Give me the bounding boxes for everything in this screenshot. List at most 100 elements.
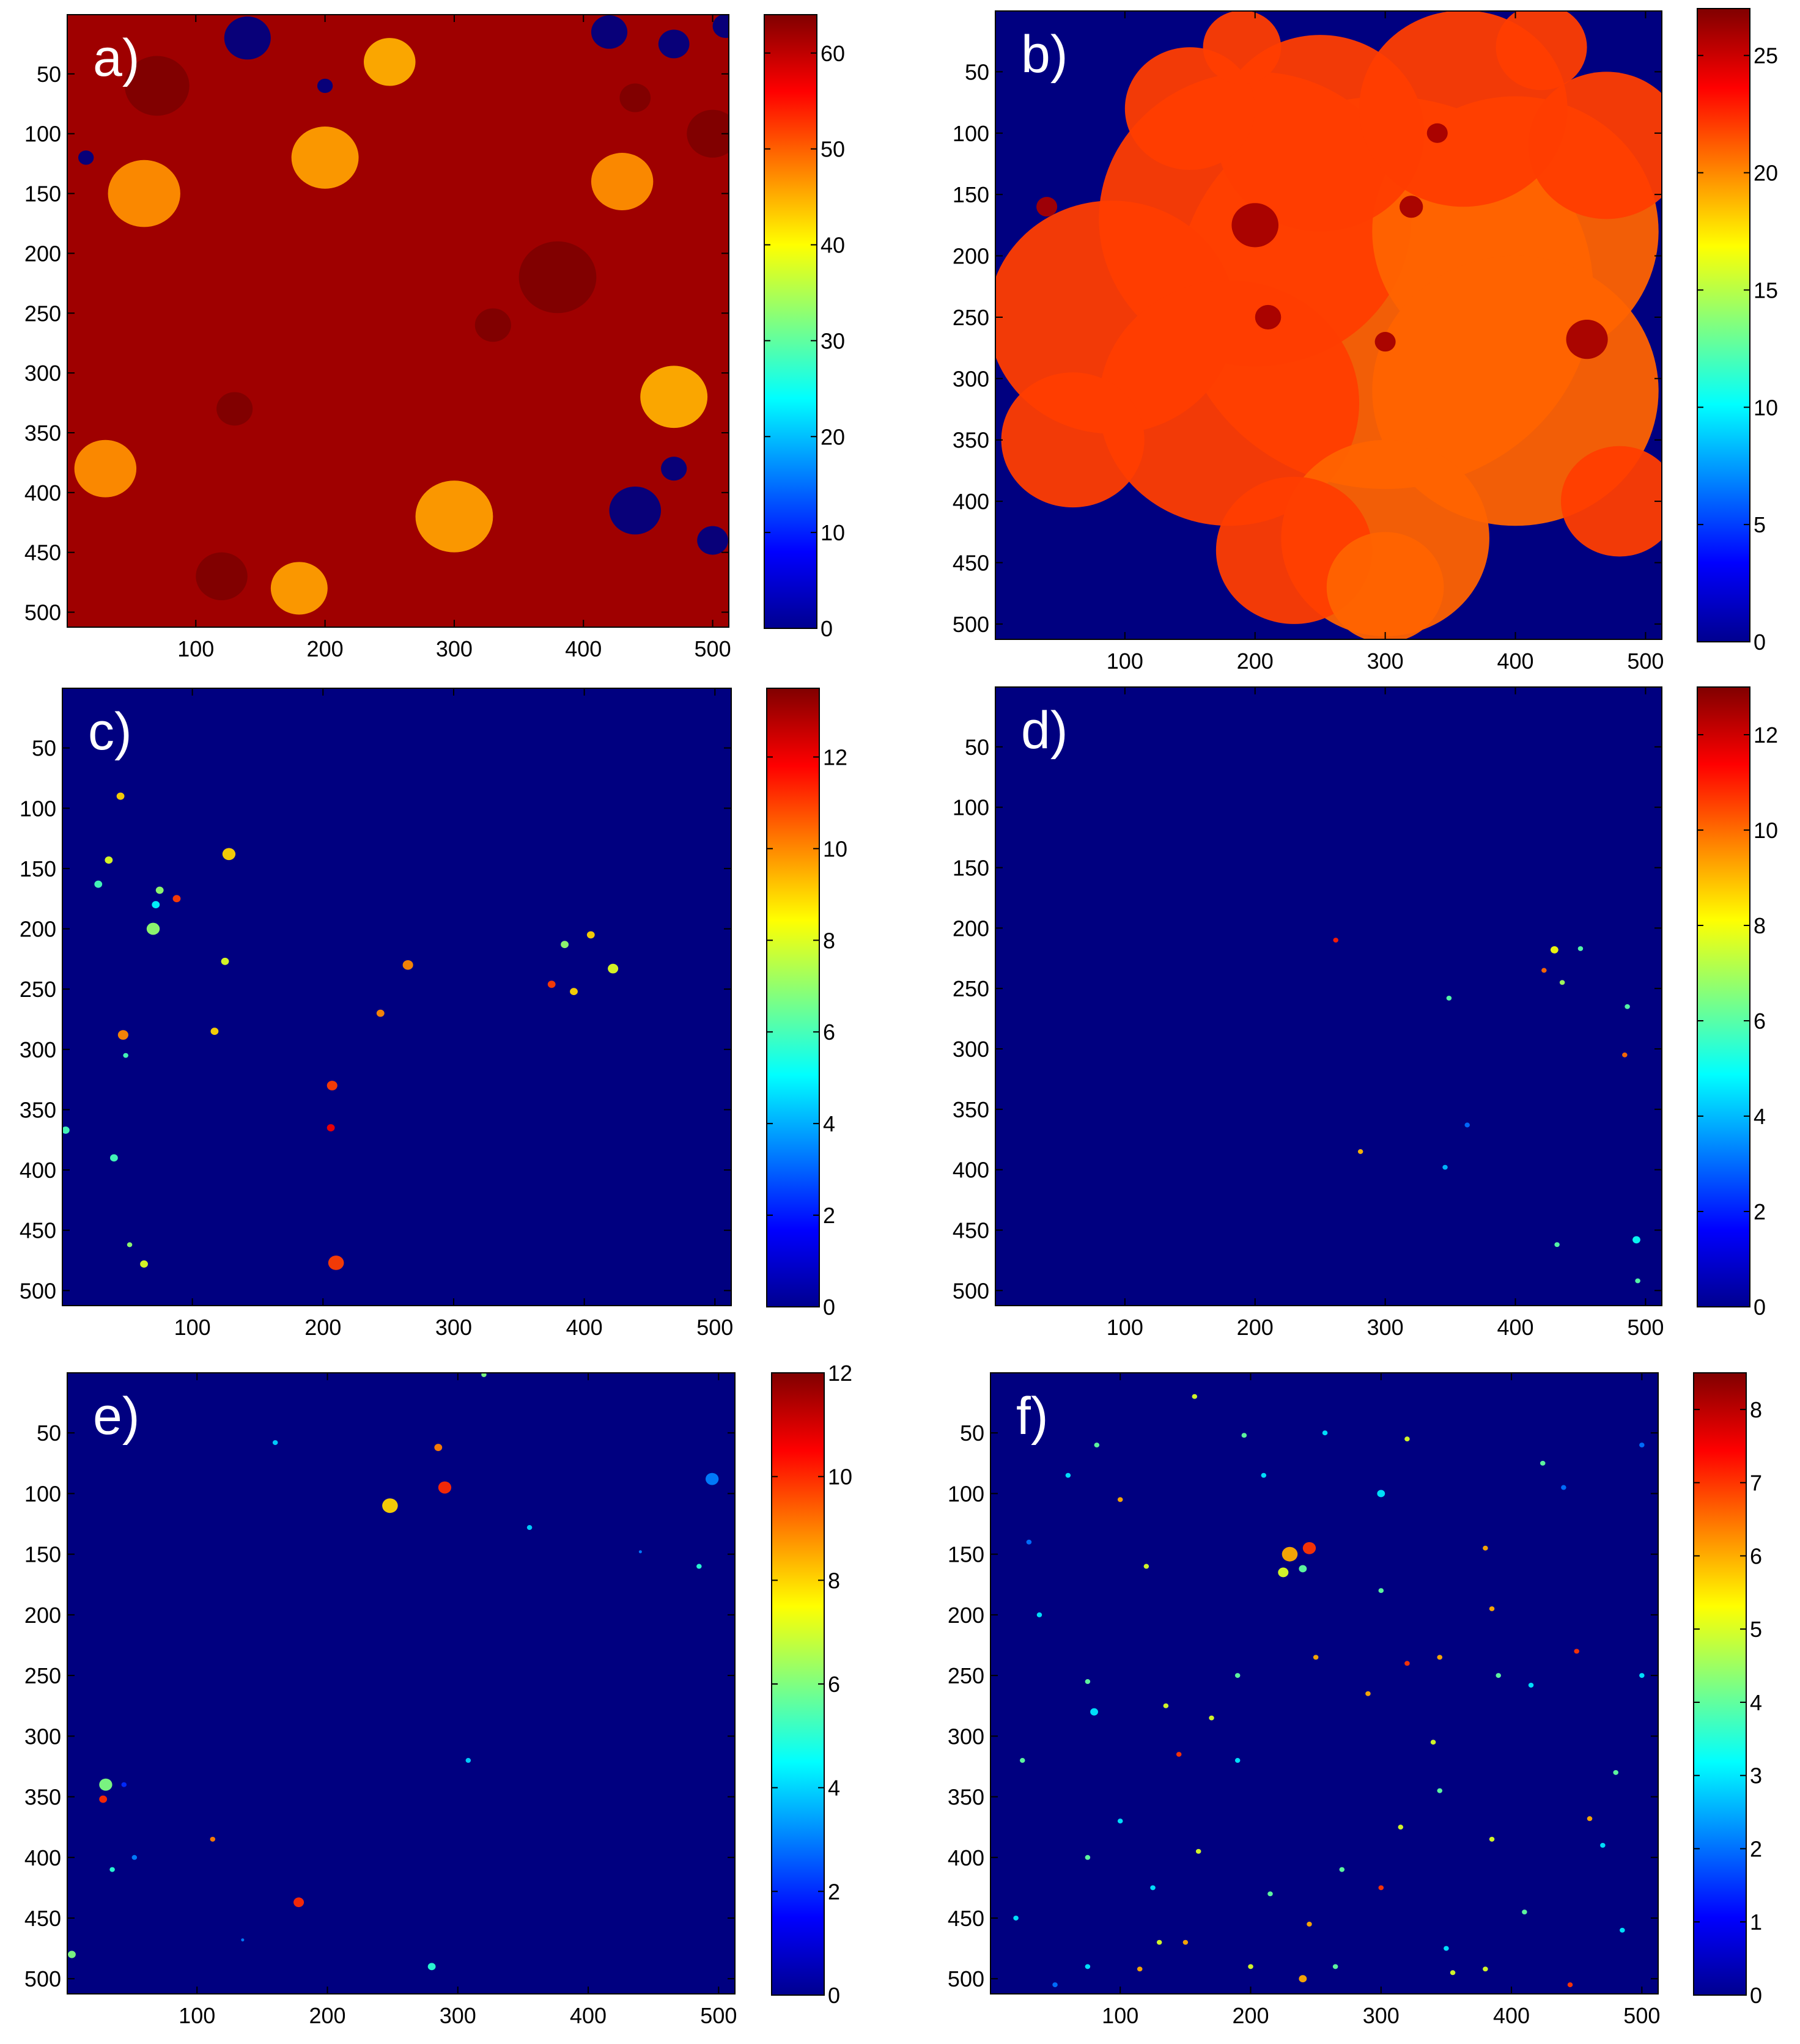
colorbar-tick-label: 10 bbox=[823, 836, 847, 861]
y-tick-label: 350 bbox=[948, 1785, 984, 1810]
panel-label: e) bbox=[93, 1387, 139, 1446]
heatmap-blob bbox=[1496, 11, 1587, 90]
y-tick-label: 150 bbox=[953, 855, 989, 880]
y-tick-label: 300 bbox=[953, 366, 989, 391]
heatmap-panel-c: c)100 200 300 400 50050100150200250300350400… bbox=[20, 688, 847, 1340]
heatmap-features bbox=[62, 792, 619, 1270]
heatmap-blob bbox=[1444, 1946, 1449, 1951]
heatmap-background bbox=[62, 688, 731, 1306]
y-tick-label: 50 bbox=[965, 59, 989, 84]
heatmap-blob bbox=[1241, 1433, 1247, 1438]
plot-frame bbox=[62, 688, 732, 1306]
colorbar-frame bbox=[764, 14, 817, 629]
colorbar-tick-label: 10 bbox=[821, 520, 845, 545]
y-tick-label: 200 bbox=[20, 917, 56, 942]
heatmap-blob bbox=[121, 1782, 127, 1787]
heatmap-blob bbox=[696, 1564, 702, 1569]
heatmap-blob bbox=[1577, 946, 1584, 951]
heatmap-blob bbox=[1339, 1867, 1345, 1872]
heatmap-blob bbox=[1094, 1443, 1100, 1448]
heatmap-blob bbox=[1267, 1891, 1273, 1897]
colorbar-tick-label: 8 bbox=[823, 928, 835, 953]
y-tick-label: 200 bbox=[24, 1603, 61, 1628]
heatmap-blob bbox=[1231, 203, 1279, 248]
x-tick-label: 200 bbox=[1232, 2003, 1269, 2028]
y-tick-label: 300 bbox=[953, 1037, 989, 1062]
y-tick-label: 450 bbox=[20, 1218, 56, 1243]
heatmap-blob bbox=[1085, 1855, 1091, 1860]
y-tick-label: 300 bbox=[20, 1037, 56, 1062]
heatmap-blob bbox=[131, 1855, 138, 1860]
heatmap-blob bbox=[1090, 1708, 1098, 1716]
heatmap-blob bbox=[1400, 196, 1423, 218]
heatmap-panel-b: b)100 200 300 400 50050100150200250300350400… bbox=[953, 8, 1778, 674]
y-tick-label: 150 bbox=[24, 182, 61, 207]
colorbar-tick-label: 0 bbox=[821, 616, 833, 641]
heatmap-panel-a: a)100 200 300 400 50050100150200250300350400… bbox=[24, 14, 845, 661]
y-tick-label: 450 bbox=[953, 1218, 989, 1243]
heatmap-blob bbox=[619, 83, 651, 112]
x-tick-label: 200 bbox=[1237, 649, 1274, 674]
heatmap-blob bbox=[1137, 1966, 1143, 1972]
y-tick-label: 450 bbox=[24, 540, 61, 565]
y-tick-label: 150 bbox=[948, 1542, 984, 1567]
heatmap-blob bbox=[609, 487, 662, 535]
heatmap-blob bbox=[152, 901, 160, 909]
x-tick-label: 400 bbox=[1493, 2003, 1530, 2028]
heatmap-blob bbox=[697, 526, 728, 555]
heatmap-blob bbox=[62, 1127, 70, 1134]
heatmap-blob bbox=[1587, 1816, 1593, 1822]
heatmap-blob bbox=[172, 895, 181, 903]
colorbar-frame bbox=[1697, 686, 1750, 1307]
heatmap-panels: a)100 200 300 400 50050100150200250300350400… bbox=[20, 8, 1778, 2028]
x-tick-label: 200 bbox=[1237, 1315, 1274, 1340]
heatmap-blob bbox=[116, 792, 125, 800]
heatmap-blob bbox=[99, 1778, 112, 1791]
heatmap-blob bbox=[1195, 1848, 1201, 1854]
heatmap-background bbox=[67, 1373, 735, 1994]
x-tick-label: 100 bbox=[1107, 1315, 1143, 1340]
colorbar-tick-label: 5 bbox=[1754, 512, 1766, 537]
colorbar-tick-label: 20 bbox=[821, 424, 845, 449]
heatmap-blob bbox=[474, 308, 511, 342]
x-tick-label: 500 bbox=[1627, 649, 1664, 674]
heatmap-blob bbox=[1117, 1818, 1123, 1824]
heatmap-blob bbox=[109, 1154, 118, 1162]
y-tick-label: 300 bbox=[948, 1724, 984, 1749]
heatmap-blob bbox=[1483, 1966, 1488, 1972]
heatmap-blob bbox=[1203, 11, 1282, 84]
y-tick-label: 250 bbox=[20, 977, 56, 1002]
x-tick-label: 400 bbox=[570, 2003, 607, 2028]
y-tick-label: 250 bbox=[948, 1663, 984, 1688]
colorbar-tick-label: 12 bbox=[823, 744, 847, 770]
heatmap-panel-f: f)100 200 300 400 50050100150200250300350400… bbox=[948, 1372, 1762, 2028]
heatmap-blob bbox=[1001, 372, 1145, 508]
heatmap-blob bbox=[1143, 1564, 1149, 1569]
heatmap-blob bbox=[481, 1373, 487, 1377]
heatmap-blob bbox=[125, 56, 190, 116]
y-tick-label: 500 bbox=[953, 1278, 989, 1303]
panel-label: c) bbox=[88, 702, 132, 761]
x-tick-label: 300 bbox=[440, 2003, 476, 2028]
y-tick-label: 450 bbox=[948, 1906, 984, 1931]
heatmap-blob bbox=[1248, 1964, 1253, 1969]
y-tick-label: 500 bbox=[20, 1278, 56, 1303]
x-tick-label: 100 bbox=[1107, 649, 1143, 674]
heatmap-blob bbox=[1464, 1122, 1470, 1128]
y-tick-label: 500 bbox=[24, 1966, 61, 1991]
heatmap-blob bbox=[317, 78, 333, 94]
colorbar-tick-label: 10 bbox=[1754, 395, 1778, 420]
heatmap-blob bbox=[382, 1498, 398, 1513]
heatmap-blob bbox=[117, 1030, 128, 1040]
heatmap-blob bbox=[1326, 532, 1444, 639]
heatmap-blob bbox=[270, 562, 328, 615]
colorbar-tick-label: 8 bbox=[1750, 1397, 1762, 1422]
colorbar bbox=[764, 15, 817, 628]
x-tick-label: 500 bbox=[1627, 1315, 1664, 1340]
heatmap-blob bbox=[1255, 304, 1282, 330]
heatmap-blob bbox=[1541, 968, 1547, 973]
heatmap-blob bbox=[1278, 1567, 1289, 1578]
heatmap-blob bbox=[570, 988, 578, 996]
heatmap-blob bbox=[1313, 1655, 1319, 1660]
heatmap-blob bbox=[241, 1938, 245, 1942]
